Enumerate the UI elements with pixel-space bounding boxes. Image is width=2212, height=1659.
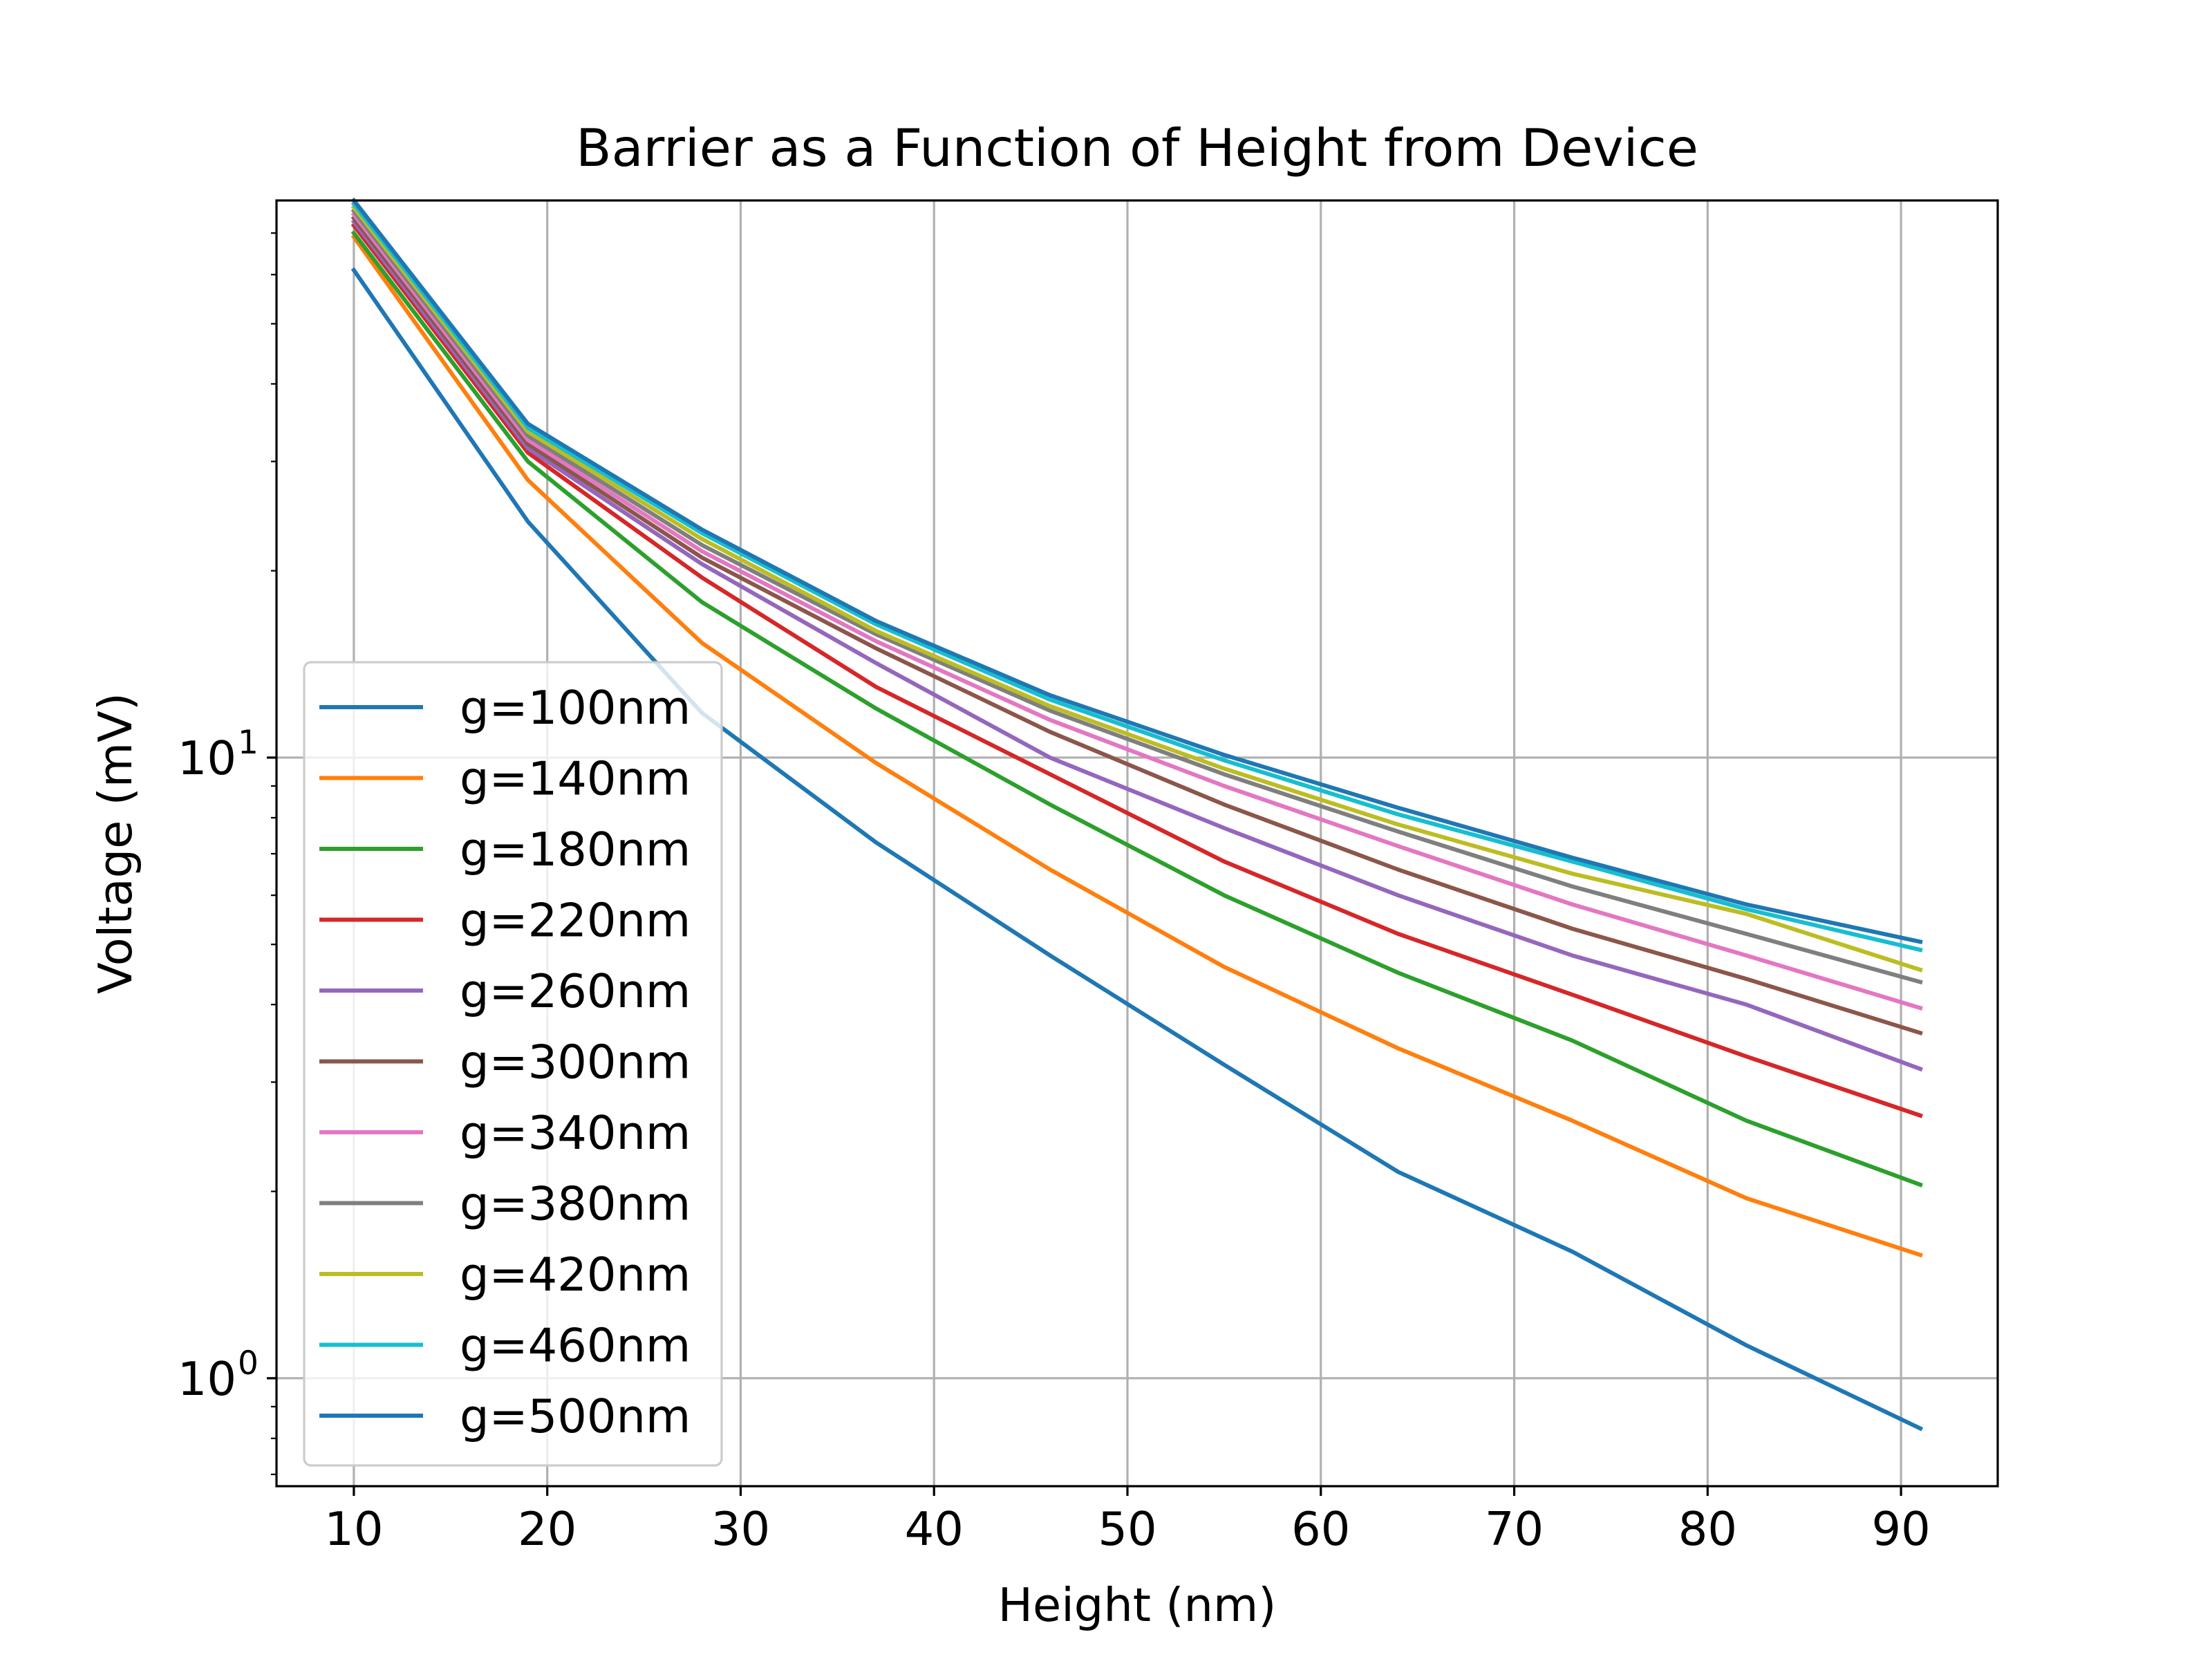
x-tick-label: 80 — [1678, 1502, 1737, 1556]
series-line-g-380nm — [350, 207, 1923, 985]
y-axis-label: Voltage (mV) — [88, 693, 142, 994]
y-tick-label: 10 — [178, 731, 236, 785]
legend-label: g=500nm — [460, 1389, 691, 1443]
series-line-g-460nm — [350, 200, 1923, 953]
x-tick-label: 40 — [905, 1502, 964, 1556]
x-axis-label: Height (nm) — [998, 1578, 1277, 1632]
legend-label: g=420nm — [460, 1248, 691, 1302]
x-tick-label: 50 — [1098, 1502, 1156, 1556]
x-tick-label: 30 — [711, 1502, 770, 1556]
y-tick-exponent: 0 — [238, 1344, 259, 1382]
legend-label: g=460nm — [460, 1319, 691, 1373]
legend-label: g=100nm — [460, 681, 691, 735]
series-line-g-180nm — [350, 229, 1923, 1188]
y-tick-label: 10 — [178, 1352, 236, 1406]
legend-label: g=300nm — [460, 1035, 691, 1089]
legend-label: g=340nm — [460, 1106, 691, 1160]
series-line-g-420nm — [350, 204, 1923, 973]
legend: g=100nm g=140nm g=180nm g=220nm g=260nm g=300… — [303, 661, 723, 1467]
x-tick-label: 70 — [1485, 1502, 1544, 1556]
series-line-g-140nm — [350, 234, 1923, 1258]
legend-label: g=180nm — [460, 823, 691, 877]
x-tick-label: 20 — [518, 1502, 577, 1556]
series-line-g-500nm — [350, 197, 1923, 944]
series-line-g-220nm — [350, 222, 1923, 1118]
x-tick-label: 60 — [1291, 1502, 1350, 1556]
chart-title: Barrier as a Function of Height from Dev… — [576, 118, 1698, 178]
y-tick-exponent: 1 — [238, 724, 259, 762]
legend-label: g=260nm — [460, 964, 691, 1018]
series-line-g-300nm — [350, 215, 1923, 1036]
series-line-g-260nm — [350, 218, 1923, 1072]
plot-frame — [275, 199, 1999, 1488]
legend-label: g=380nm — [460, 1177, 691, 1231]
plot-series — [350, 197, 1924, 1432]
x-tick-label: 90 — [1871, 1502, 1930, 1556]
legend-label: g=140nm — [460, 752, 691, 806]
series-line-g-340nm — [350, 212, 1923, 1011]
x-tick-label: 10 — [324, 1502, 383, 1556]
series-line-g-100nm — [350, 267, 1924, 1432]
legend-label: g=220nm — [460, 894, 691, 948]
legend-box — [303, 661, 723, 1467]
